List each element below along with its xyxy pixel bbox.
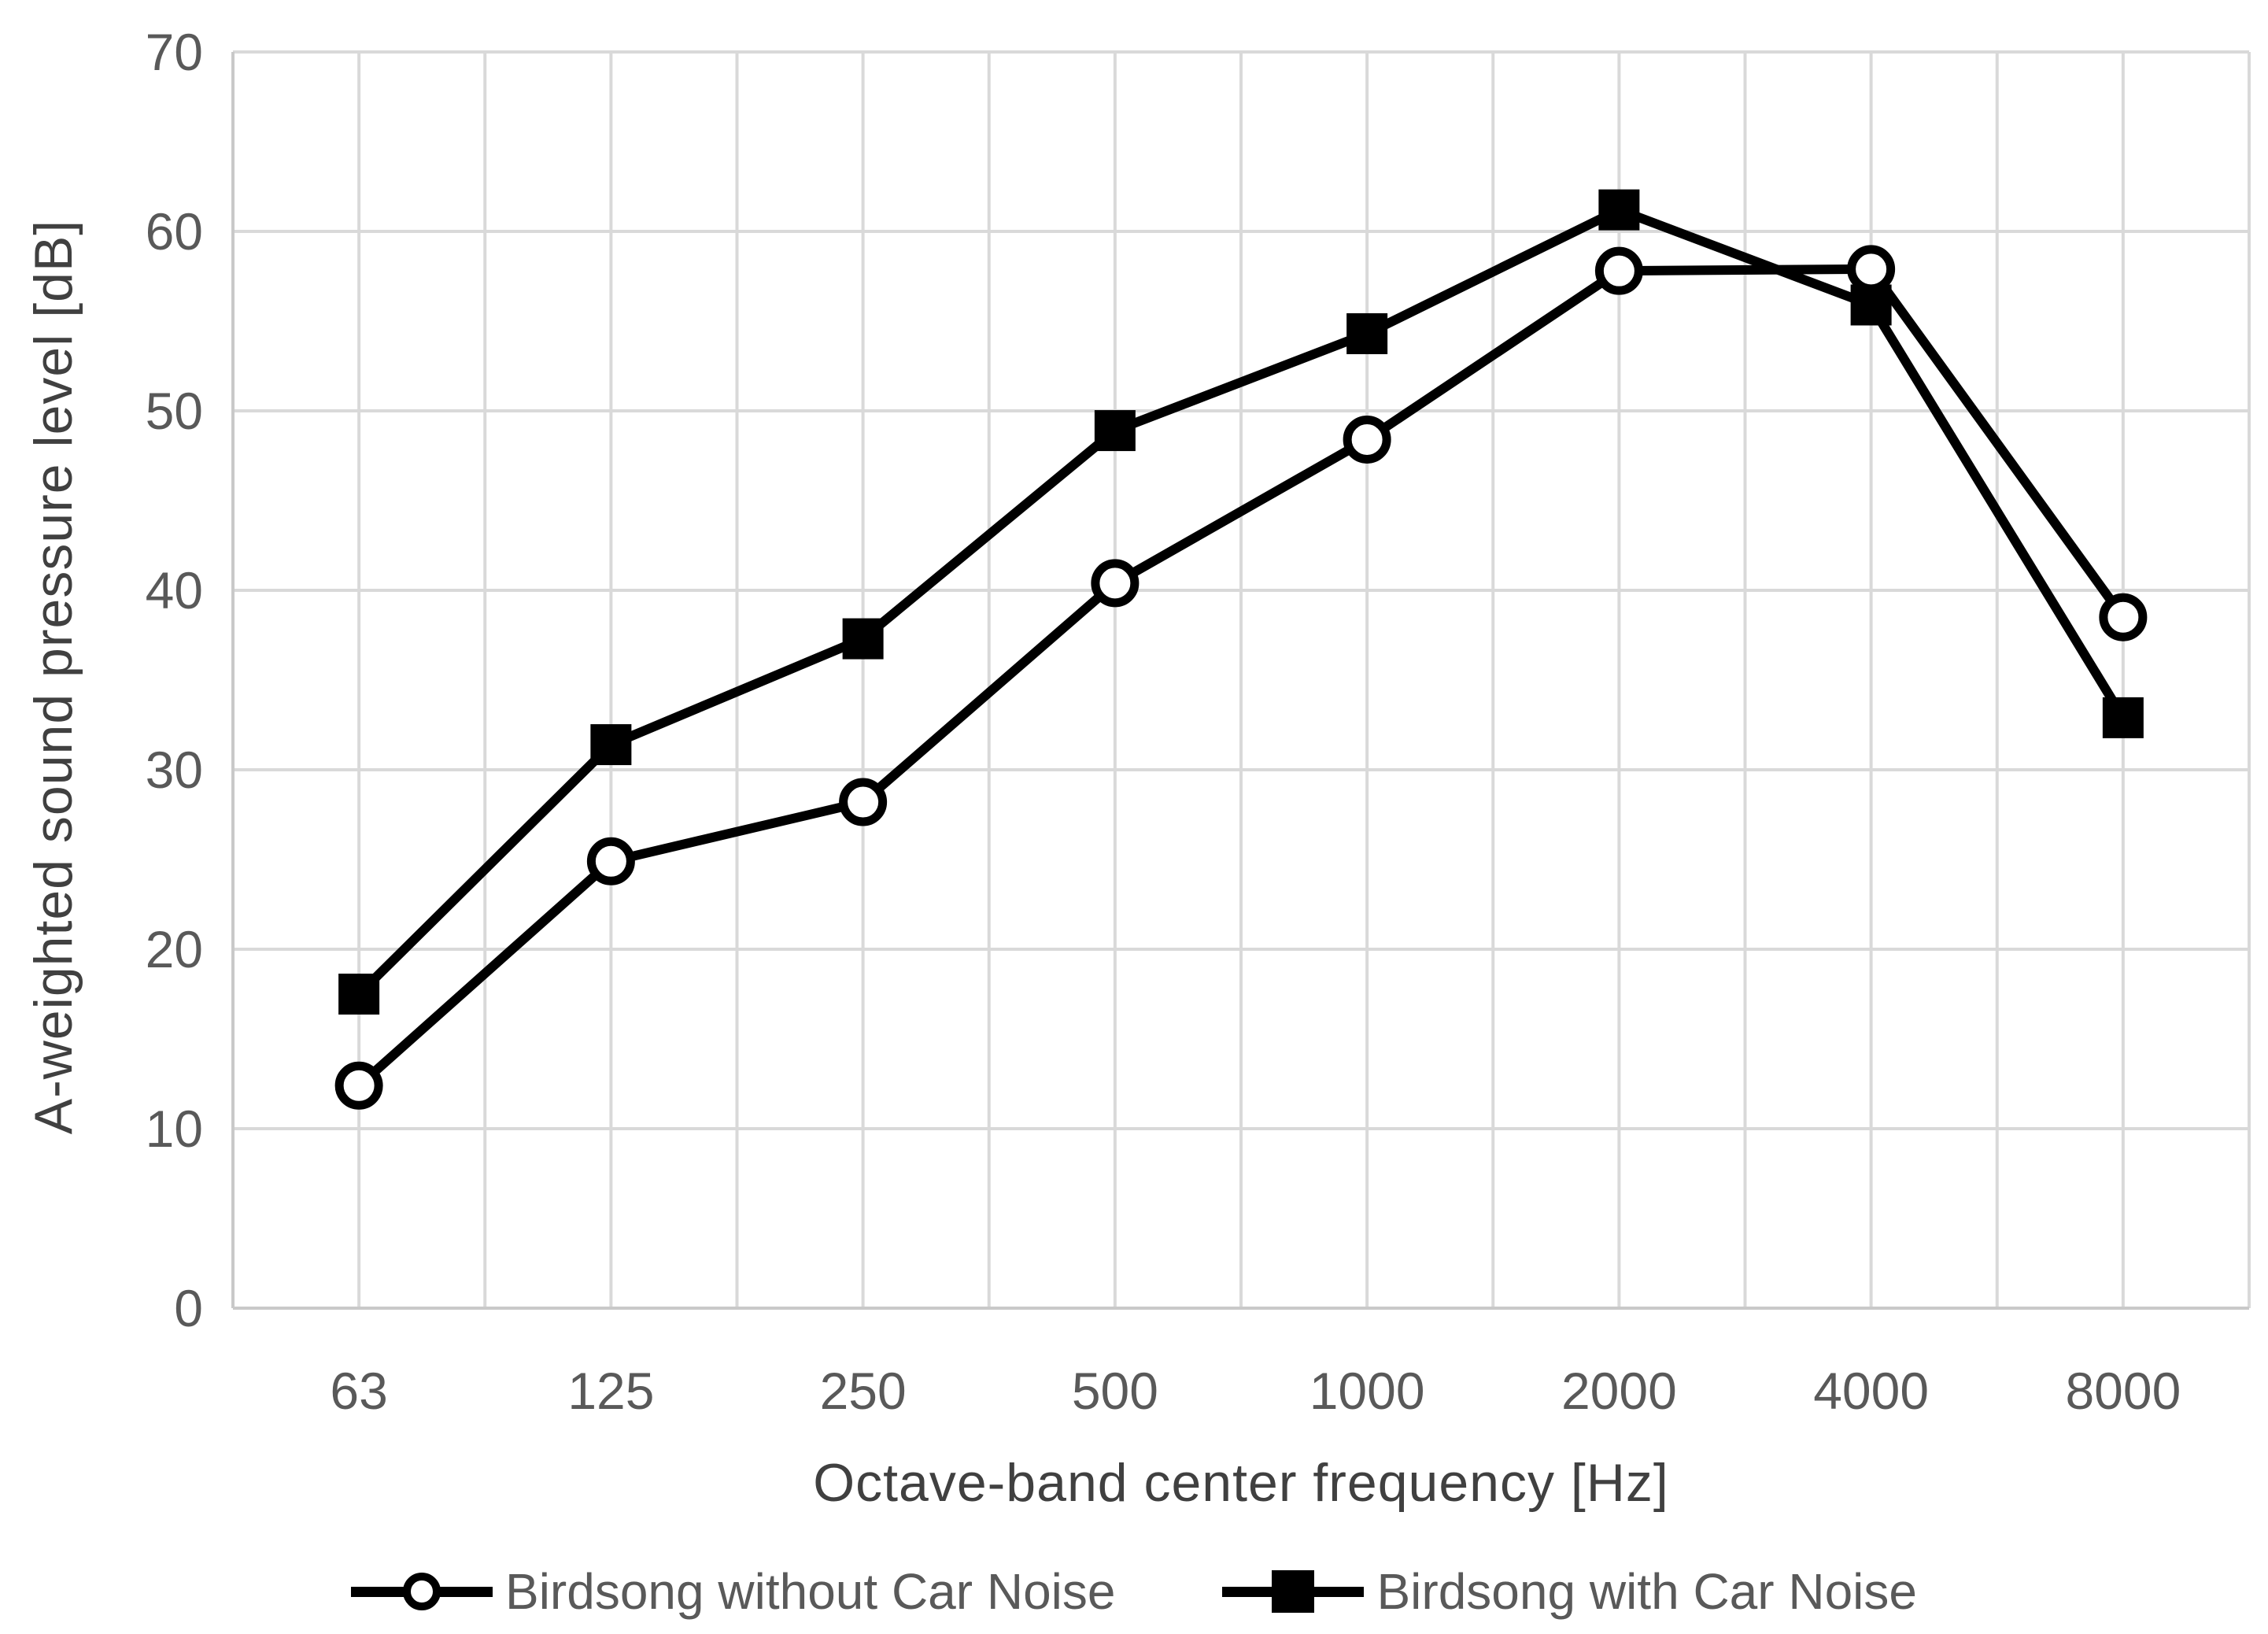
y-axis-title: A-weighted sound pressure level [dB] bbox=[24, 219, 83, 1135]
x-tick-label: 2000 bbox=[1561, 1362, 1677, 1420]
legend-label: Birdsong without Car Noise bbox=[505, 1563, 1116, 1620]
y-tick-label: 70 bbox=[146, 23, 203, 81]
legend: Birdsong without Car Noise Birdsong with… bbox=[0, 1549, 2268, 1634]
x-axis-title: Octave-band center frequency [Hz] bbox=[813, 1453, 1669, 1513]
data-point-square bbox=[1598, 189, 1640, 231]
x-tick-label: 1000 bbox=[1309, 1362, 1425, 1420]
x-tick-label: 4000 bbox=[1813, 1362, 1929, 1420]
x-tick-label: 8000 bbox=[2065, 1362, 2181, 1420]
data-point-square bbox=[1346, 312, 1388, 354]
data-point-square bbox=[842, 618, 884, 660]
y-tick-label: 40 bbox=[146, 561, 203, 619]
legend-line-swatch bbox=[1222, 1570, 1365, 1613]
data-point-circle bbox=[1343, 415, 1391, 464]
legend-item-without-car-noise: Birdsong without Car Noise bbox=[351, 1562, 1115, 1621]
y-tick-label: 20 bbox=[146, 920, 203, 978]
data-point-circle bbox=[334, 1061, 383, 1110]
data-point-circle bbox=[1091, 559, 1140, 608]
open-circle-marker-icon bbox=[403, 1573, 441, 1610]
y-tick-label: 10 bbox=[146, 1100, 203, 1158]
filled-square-marker-icon bbox=[1272, 1570, 1315, 1613]
data-point-circle bbox=[1847, 245, 1896, 294]
data-point-circle bbox=[839, 778, 888, 826]
data-point-circle bbox=[1594, 246, 1643, 295]
series-line-circle bbox=[354, 264, 2128, 1091]
data-point-square bbox=[2102, 697, 2144, 738]
data-point-square bbox=[590, 724, 632, 766]
y-tick-label: 60 bbox=[146, 202, 203, 261]
x-tick-label: 500 bbox=[1072, 1362, 1158, 1420]
y-tick-label: 0 bbox=[174, 1279, 203, 1337]
data-point-circle bbox=[2099, 593, 2148, 641]
y-tick-label: 30 bbox=[146, 741, 203, 799]
x-tick-label: 250 bbox=[820, 1362, 907, 1420]
data-point-square bbox=[1094, 410, 1136, 452]
legend-label: Birdsong with Car Noise bbox=[1376, 1563, 1917, 1620]
data-point-square bbox=[338, 974, 380, 1015]
x-tick-label: 63 bbox=[330, 1362, 387, 1420]
y-tick-label: 50 bbox=[146, 382, 203, 440]
series-line-square bbox=[354, 205, 2128, 999]
legend-item-with-car-noise: Birdsong with Car Noise bbox=[1222, 1562, 1917, 1621]
legend-line-swatch bbox=[351, 1573, 493, 1610]
x-tick-label: 125 bbox=[567, 1362, 654, 1420]
data-point-circle bbox=[586, 837, 635, 885]
